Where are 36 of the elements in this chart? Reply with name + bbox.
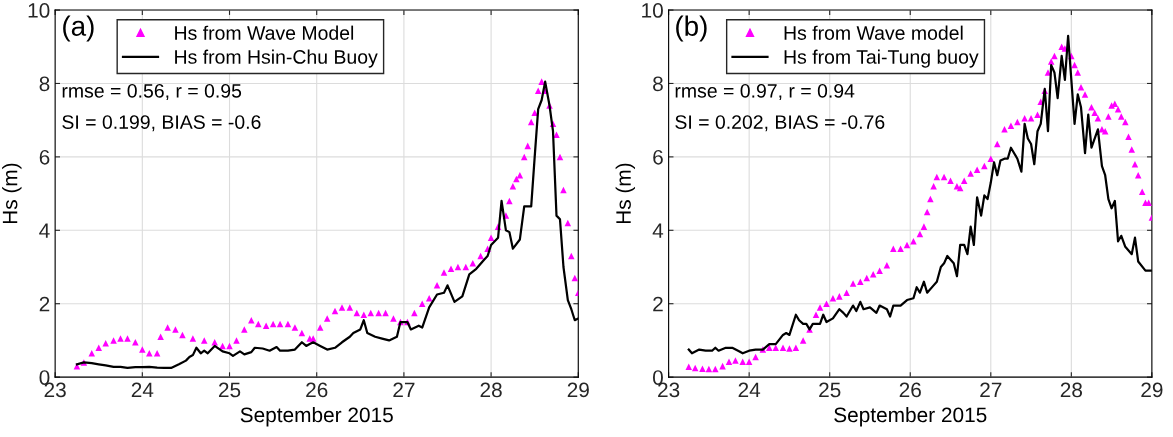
y-tick-label: 6 — [39, 149, 50, 165]
x-tick-label: 28 — [1060, 382, 1083, 398]
legend-label: Hs from Wave model — [784, 25, 963, 40]
x-tick-label: 24 — [738, 382, 761, 398]
x-tick-label: 25 — [218, 382, 241, 398]
y-axis-title: Hs (m) — [2, 163, 22, 224]
x-tick-label: 26 — [306, 382, 328, 398]
annotation: rmse = 0.97, r = 0.94 — [675, 83, 855, 101]
x-tick-label: 29 — [1141, 382, 1163, 398]
y-tick-label: 4 — [39, 223, 50, 238]
y-tick-label: 8 — [653, 76, 663, 92]
x-tick-label: 25 — [819, 382, 841, 398]
y-tick-label: 8 — [39, 76, 50, 92]
annotation: (a) — [63, 15, 94, 42]
y-axis-title: Hs (m) — [615, 163, 636, 224]
x-tick-label: 29 — [567, 382, 589, 398]
x-axis-title: September 2015 — [834, 406, 987, 427]
annotation: (b) — [676, 15, 707, 42]
y-tick-label: 2 — [39, 296, 50, 312]
annotation: SI = 0.202, BIAS = -0.76 — [675, 115, 885, 132]
y-tick-label: 10 — [642, 3, 663, 18]
x-tick-label: 27 — [980, 382, 1002, 398]
y-tick-label: 6 — [653, 149, 663, 165]
y-tick-label: 4 — [652, 223, 664, 238]
x-tick-label: 24 — [131, 382, 154, 398]
annotation: SI = 0.199, BIAS = -0.6 — [62, 115, 261, 132]
x-axis-title: September 2015 — [240, 406, 393, 427]
x-tick-label: 28 — [480, 382, 502, 398]
x-tick-label: 27 — [393, 382, 415, 398]
x-tick-label: 26 — [899, 382, 921, 398]
legend-label: Hs from Wave Model — [175, 25, 354, 40]
legend-label: Hs from Tai-Tung buoy — [784, 49, 979, 68]
legend-label: Hs from Hsin-Chu Buoy — [175, 49, 378, 68]
annotation: rmse = 0.56, r = 0.95 — [62, 83, 242, 101]
y-tick-label: 2 — [653, 296, 663, 312]
y-tick-label: 10 — [28, 3, 50, 18]
